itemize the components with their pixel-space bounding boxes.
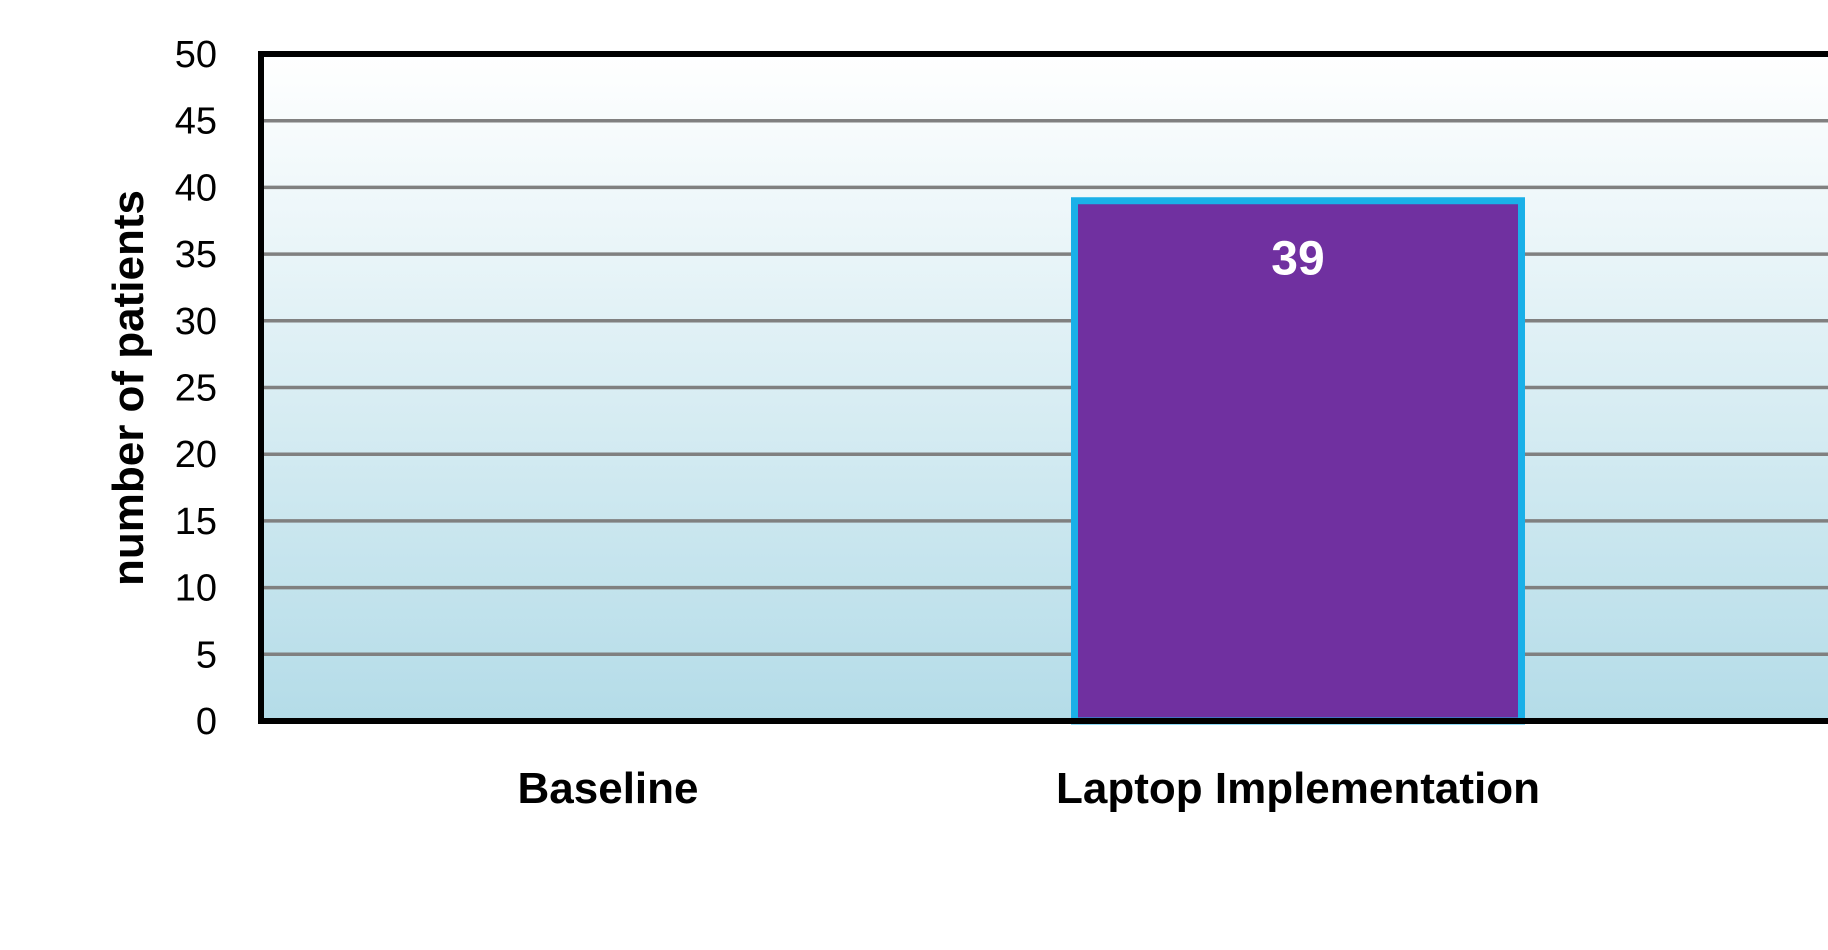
bar-laptop-implementation	[1071, 197, 1525, 725]
x-category-labels: Baseline Laptop Implementation	[518, 764, 1540, 813]
y-tick-label: 10	[175, 568, 217, 610]
plot-frame	[258, 51, 1828, 724]
x-category-label: Laptop Implementation	[1056, 764, 1540, 813]
x-category-label: Baseline	[518, 764, 699, 813]
y-tick-label: 35	[175, 234, 217, 276]
y-tick-label: 40	[175, 167, 217, 209]
y-tick-label: 45	[175, 101, 217, 143]
y-axis-title: number of patients	[104, 190, 153, 586]
y-tick-labels: 0 5 10 15 20 25 30 35 40 45 50	[175, 34, 217, 743]
bars	[1071, 197, 1525, 725]
y-tick-label: 5	[196, 634, 217, 676]
y-tick-label: 15	[175, 501, 217, 543]
y-tick-label: 25	[175, 368, 217, 410]
y-tick-label: 30	[175, 301, 217, 343]
y-tick-label: 20	[175, 434, 217, 476]
y-tick-label: 0	[196, 701, 217, 743]
y-tick-label: 50	[175, 34, 217, 76]
data-labels: 39	[1271, 233, 1324, 286]
data-label: 39	[1271, 233, 1324, 286]
